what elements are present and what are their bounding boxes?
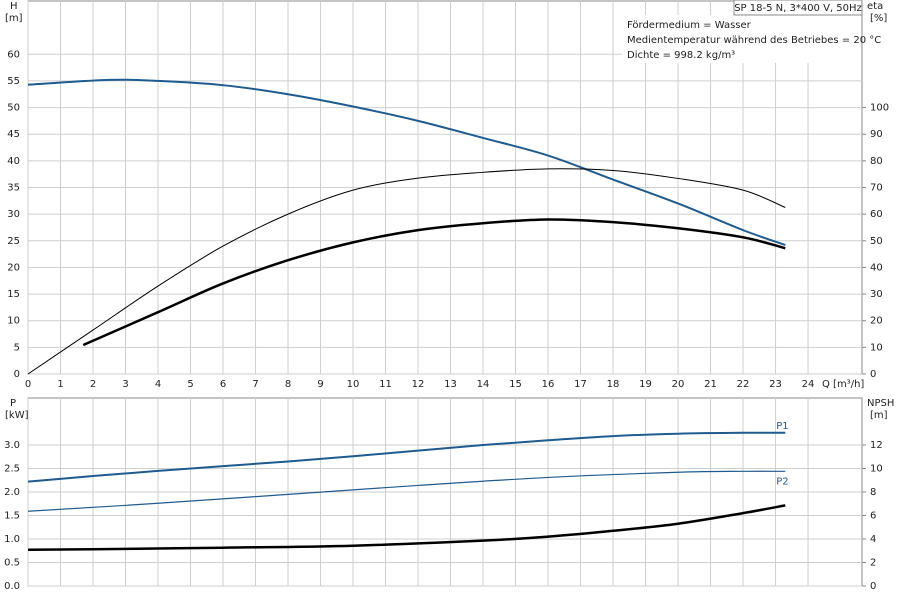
- x-tick-label: 12: [412, 379, 425, 390]
- series-label: P1: [776, 421, 788, 432]
- x-tick-label: 5: [187, 379, 193, 390]
- curve: [82, 218, 786, 347]
- x-tick-label: 8: [285, 379, 291, 390]
- annotation: Fördermedium = Wasser: [627, 20, 752, 31]
- y-tick-label: 35: [7, 183, 20, 194]
- y2-tick-label: 60: [870, 209, 883, 220]
- annotation: Dichte = 998.2 kg/m³: [627, 50, 735, 61]
- y2-tick-label: 2: [870, 558, 876, 569]
- y2-tick-label: 50: [870, 236, 883, 247]
- y2-tick-label: 20: [870, 316, 883, 327]
- y2-tick-label: 0: [870, 369, 876, 380]
- x-tick-label: 23: [769, 379, 782, 390]
- x-tick-label: 20: [672, 379, 685, 390]
- y-axis-unit: [kW]: [5, 410, 29, 421]
- x-tick-label: 0: [25, 379, 31, 390]
- y-tick-label: 45: [7, 129, 20, 140]
- y2-tick-label: 40: [870, 262, 883, 273]
- y-tick-label: 1.0: [4, 534, 20, 545]
- title-box: [733, 0, 863, 16]
- y2-axis-label: NPSH: [867, 398, 894, 409]
- x-tick-label: 1: [57, 379, 63, 390]
- y2-tick-label: 80: [870, 156, 883, 167]
- y-tick-label: 5: [14, 342, 20, 353]
- x-axis-label: Q [m³/h]: [822, 379, 864, 390]
- x-tick-label: 14: [477, 379, 490, 390]
- y-axis-unit: [m]: [5, 13, 23, 24]
- y-tick-label: 0.5: [4, 558, 20, 569]
- x-tick-label: 22: [737, 379, 750, 390]
- x-tick-label: 2: [90, 379, 96, 390]
- x-tick-label: 21: [704, 379, 717, 390]
- y-tick-label: 15: [7, 289, 20, 300]
- y-tick-label: 25: [7, 236, 20, 247]
- x-tick-label: 13: [444, 379, 457, 390]
- y-tick-label: 30: [7, 209, 20, 220]
- x-tick-label: 4: [155, 379, 161, 390]
- info-background: [622, 15, 861, 63]
- y2-tick-label: 30: [870, 289, 883, 300]
- y2-tick-label: 8: [870, 487, 876, 498]
- y-axis-label: P: [10, 398, 16, 409]
- annotation: Medientemperatur während des Betriebes =…: [627, 35, 881, 46]
- y-axis-label: H: [10, 1, 18, 12]
- y-tick-label: 20: [7, 262, 20, 273]
- y-tick-label: 2.0: [4, 487, 20, 498]
- y-tick-label: 0.0: [4, 581, 20, 592]
- y-tick-label: 40: [7, 156, 20, 167]
- y-tick-label: 55: [7, 76, 20, 87]
- x-tick-label: 19: [639, 379, 652, 390]
- x-tick-label: 24: [802, 379, 815, 390]
- x-tick-label: 3: [122, 379, 128, 390]
- chart-title: SP 18-5 N, 3*400 V, 50Hz: [734, 3, 862, 14]
- curve: [27, 431, 786, 483]
- series-label: P2: [776, 476, 788, 487]
- curve: [27, 470, 786, 512]
- y2-tick-label: 10: [870, 342, 883, 353]
- y2-tick-label: 6: [870, 511, 876, 522]
- y2-tick-label: 10: [870, 464, 883, 475]
- y2-tick-label: 0: [870, 581, 876, 592]
- curve: [27, 78, 786, 246]
- x-tick-label: 17: [574, 379, 587, 390]
- y2-tick-label: 4: [870, 534, 876, 545]
- y-tick-label: 2.5: [4, 464, 20, 475]
- x-tick-label: 6: [220, 379, 226, 390]
- x-tick-label: 7: [252, 379, 258, 390]
- y-tick-label: 3.0: [4, 440, 20, 451]
- y2-axis-unit: [%]: [870, 13, 887, 24]
- y2-axis-unit: [m]: [870, 410, 888, 421]
- y2-tick-label: 100: [870, 103, 889, 114]
- y-tick-label: 10: [7, 316, 20, 327]
- y-tick-label: 50: [7, 103, 20, 114]
- y2-tick-label: 70: [870, 183, 883, 194]
- x-tick-label: 10: [347, 379, 360, 390]
- y2-tick-label: 90: [870, 129, 883, 140]
- y-tick-label: 0: [14, 369, 20, 380]
- y2-tick-label: 12: [870, 440, 883, 451]
- x-tick-label: 16: [542, 379, 555, 390]
- y-tick-label: 1.5: [4, 511, 20, 522]
- curve: [27, 504, 786, 552]
- curve: [27, 168, 786, 375]
- x-tick-label: 11: [379, 379, 392, 390]
- y-tick-label: 60: [7, 49, 20, 60]
- x-tick-label: 9: [317, 379, 323, 390]
- y2-axis-label: eta: [867, 1, 883, 12]
- x-tick-label: 15: [509, 379, 522, 390]
- x-tick-label: 18: [607, 379, 620, 390]
